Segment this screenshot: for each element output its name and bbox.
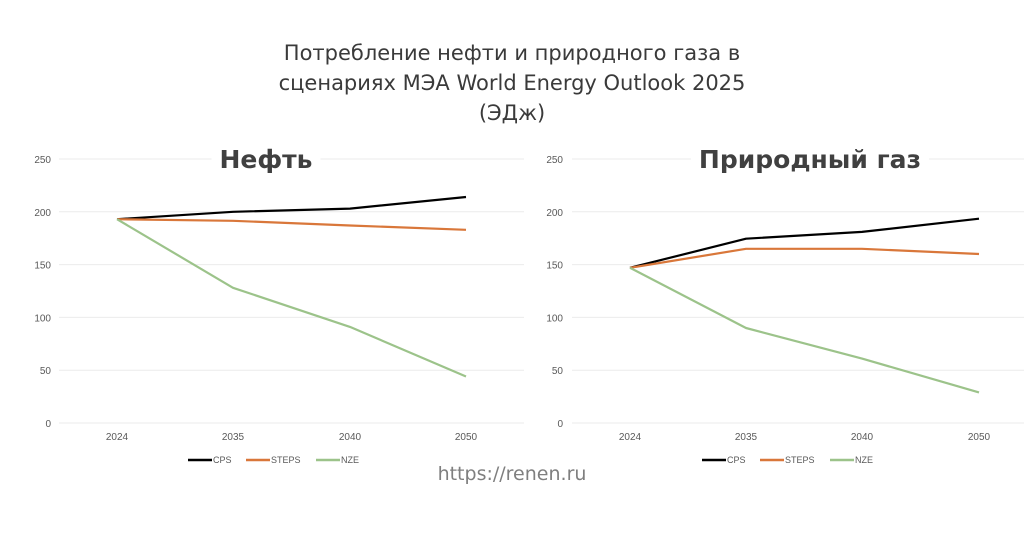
series-line-cps (629, 217, 980, 269)
x-tick-label: 2024 (106, 432, 129, 443)
series-line-cps (116, 195, 467, 221)
legend-label-steps: STEPS (271, 455, 301, 465)
legend-label-steps: STEPS (785, 455, 815, 465)
legend: CPS STEPS NZE (702, 455, 873, 465)
chart-1: 0 50 100 150 200 250 Нефть 2024 2035 2040 2050 CPS S… (34, 145, 524, 465)
x-tick-label: 2050 (455, 432, 478, 443)
main-title-line-2: сценариях МЭА World Energy Outlook 2025 (278, 71, 746, 95)
x-tick-label: 2035 (735, 432, 758, 443)
series-line-nze (116, 218, 467, 378)
x-tick-label: 2050 (968, 432, 991, 443)
series-line-steps (629, 247, 980, 269)
legend-label-nze: NZE (855, 455, 873, 465)
y-tick-label: 200 (546, 208, 563, 219)
source-url: https://renen.ru (437, 463, 587, 485)
x-tick-label: 2035 (222, 432, 245, 443)
series-line-nze (629, 266, 980, 394)
x-tick-label: 2040 (339, 432, 362, 443)
y-tick-label: 50 (40, 366, 52, 377)
y-tick-label: 250 (546, 155, 563, 166)
chart-2: 0 50 100 150 200 250 Природный газ 2024 2035 2040… (546, 145, 1024, 465)
y-tick-label: 150 (546, 261, 563, 272)
chart-title-background (211, 145, 321, 174)
legend: CPS STEPS NZE (188, 455, 359, 465)
y-tick-label: 0 (557, 419, 563, 430)
x-tick-label: 2024 (619, 432, 642, 443)
y-tick-label: 0 (45, 419, 51, 430)
y-tick-label: 100 (34, 313, 51, 324)
series-line-steps (116, 218, 467, 231)
x-tick-label: 2040 (851, 432, 874, 443)
y-tick-label: 150 (34, 261, 51, 272)
main-title-line-1: Потребление нефти и природного газа в (283, 41, 741, 65)
chart-title: Нефть (220, 145, 313, 174)
main-title-line-3: (ЭДж) (478, 101, 546, 125)
y-tick-label: 250 (34, 155, 51, 166)
chart-title: Природный газ (699, 145, 921, 174)
legend-label-cps: CPS (213, 455, 232, 465)
y-tick-label: 100 (546, 313, 563, 324)
legend-label-nze: NZE (341, 455, 359, 465)
y-tick-label: 50 (552, 366, 564, 377)
y-tick-label: 200 (34, 208, 51, 219)
main-title: Потребление нефти и природного газа в сц… (200, 38, 824, 128)
legend-label-cps: CPS (727, 455, 746, 465)
chart-title-background (690, 145, 930, 174)
